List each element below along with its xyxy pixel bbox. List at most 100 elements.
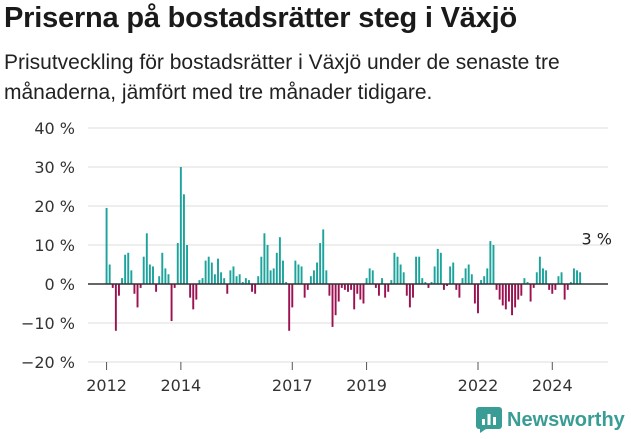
bar (535, 272, 538, 284)
bar (266, 245, 269, 284)
bars (88, 167, 608, 331)
bar (368, 268, 371, 284)
bar (238, 274, 241, 284)
y-tick-label: −10 % (21, 314, 75, 333)
bar (343, 284, 346, 290)
latest-value-label: 3 % (581, 229, 611, 248)
bar (294, 260, 297, 284)
bar (309, 276, 312, 284)
bar (365, 278, 368, 284)
x-axis-ticks: 2012 2014 2017 2019 2022 2024 (86, 362, 573, 395)
y-tick-label: 20 % (34, 197, 75, 216)
bar (291, 284, 294, 308)
gridlines (88, 127, 608, 363)
bar (458, 284, 461, 298)
bar (152, 266, 154, 284)
bar (470, 274, 473, 284)
bar (195, 284, 198, 300)
bar (217, 258, 219, 284)
bar (213, 274, 216, 284)
bar (334, 284, 337, 316)
bar (483, 276, 486, 284)
bar (520, 284, 523, 296)
bar (498, 284, 501, 300)
bar (542, 268, 544, 284)
bar (563, 284, 566, 300)
bar (347, 284, 349, 292)
bar (517, 284, 520, 300)
bar (399, 264, 402, 284)
bar (526, 282, 529, 284)
bar (133, 284, 136, 294)
bar (464, 268, 467, 284)
bar (297, 264, 300, 284)
bar (480, 280, 483, 284)
bar (254, 284, 257, 294)
bar (514, 284, 517, 308)
bar (439, 252, 442, 284)
bar (182, 194, 185, 284)
bar (495, 284, 498, 290)
bar (393, 252, 396, 284)
bar (278, 237, 281, 284)
x-tick-label: 2012 (86, 376, 127, 395)
bar (229, 270, 232, 284)
bar (285, 282, 288, 284)
bar (139, 284, 142, 288)
bar (226, 284, 229, 294)
bar (461, 278, 464, 284)
bar (204, 260, 207, 284)
bar (442, 284, 445, 290)
bar (316, 262, 318, 284)
bar (220, 272, 223, 284)
bar (566, 284, 569, 290)
bar (257, 276, 260, 284)
bar (312, 270, 315, 284)
bar (179, 167, 182, 284)
x-tick-label: 2024 (532, 376, 573, 395)
bar (337, 284, 340, 302)
bar (124, 254, 127, 284)
bar (430, 282, 433, 284)
chart-title: Priserna på bostadsrätter steg i Växjö (4, 2, 517, 34)
bar (427, 284, 430, 288)
bar (446, 284, 448, 286)
bar (275, 252, 278, 284)
bar (251, 284, 253, 292)
bar (489, 241, 492, 284)
bar (402, 272, 405, 284)
bar (507, 284, 510, 302)
newsworthy-chart-icon (476, 407, 502, 433)
bar (272, 268, 275, 284)
x-tick-label: 2019 (346, 376, 387, 395)
bar (396, 256, 399, 284)
bar (136, 284, 139, 308)
bar (105, 207, 108, 284)
bar (452, 262, 455, 284)
bar (511, 284, 513, 316)
bar (538, 256, 541, 284)
bar (473, 284, 476, 304)
x-tick-label: 2014 (160, 376, 201, 395)
bar (167, 274, 170, 284)
bar (340, 284, 343, 288)
bar (223, 278, 226, 284)
bar (303, 284, 306, 298)
bar (418, 256, 421, 284)
bar (433, 266, 436, 284)
bar (436, 248, 439, 284)
bar (331, 284, 334, 327)
bar (130, 270, 133, 284)
bar (198, 280, 201, 284)
bar (449, 266, 452, 284)
bar (158, 276, 161, 284)
brand-name: Newsworthy (507, 408, 625, 431)
bar (232, 266, 235, 284)
x-tick-label: 2017 (272, 376, 313, 395)
x-tick-label: 2022 (458, 376, 499, 395)
bar (551, 284, 554, 294)
bar (374, 284, 377, 288)
bar (377, 284, 380, 296)
bar (492, 245, 495, 284)
bar (415, 256, 418, 284)
